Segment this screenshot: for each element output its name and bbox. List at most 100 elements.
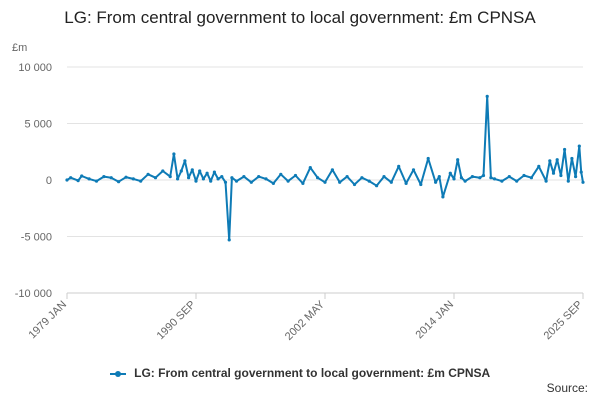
data-point (481, 173, 486, 178)
data-point (139, 179, 143, 183)
data-point (579, 170, 583, 174)
data-point (574, 175, 578, 179)
data-point (223, 180, 228, 184)
data-point (367, 179, 371, 183)
x-tick-label: 1979 JAN (26, 299, 69, 342)
data-point (198, 169, 202, 173)
x-tick-label: 2025 SEP (542, 299, 586, 343)
legend-series-marker-icon (109, 370, 126, 377)
data-point (577, 144, 581, 148)
data-point (492, 177, 497, 181)
data-point (338, 180, 342, 184)
data-point (146, 172, 150, 176)
y-tick-label: -10 000 (15, 288, 52, 300)
data-point (452, 177, 456, 181)
data-point (242, 175, 246, 179)
data-point (537, 164, 541, 168)
data-point (459, 176, 463, 180)
data-point (205, 171, 209, 175)
data-point (419, 182, 423, 187)
data-point (375, 184, 379, 188)
data-point (411, 168, 416, 172)
data-point (515, 179, 519, 183)
data-point (227, 238, 231, 242)
data-point (257, 175, 261, 179)
data-point (441, 195, 445, 199)
plot-area (65, 94, 585, 242)
data-point (271, 181, 275, 185)
data-point (426, 156, 430, 161)
data-point (131, 177, 135, 181)
x-tick-label: 1990 SEP (155, 299, 199, 343)
data-point (566, 179, 570, 183)
data-point (345, 175, 349, 179)
data-point (352, 182, 357, 187)
data-point (190, 168, 194, 172)
data-point (470, 175, 474, 179)
data-point (529, 176, 534, 180)
x-tick-label: 2002 MAY (283, 298, 328, 343)
data-point (360, 176, 364, 180)
data-point (563, 147, 567, 152)
data-point (316, 176, 320, 180)
data-point (172, 152, 176, 156)
data-point (161, 169, 165, 173)
data-point (434, 180, 438, 184)
data-point (230, 176, 234, 180)
data-point (176, 177, 180, 181)
data-point (216, 177, 220, 181)
data-point (201, 177, 205, 181)
data-point (286, 179, 290, 183)
data-point (551, 171, 556, 175)
y-tick-label: 0 (46, 175, 52, 187)
data-point (301, 181, 305, 185)
data-point (153, 176, 158, 180)
data-point (194, 179, 198, 183)
data-point (124, 175, 128, 179)
data-point (183, 159, 187, 163)
data-point (308, 166, 312, 170)
data-point (463, 179, 467, 183)
data-point (264, 177, 268, 181)
legend[interactable]: LG: From central government to local gov… (0, 366, 600, 380)
data-point (234, 179, 239, 183)
x-tick-label: 2014 JAN (413, 299, 456, 342)
data-point (249, 180, 253, 184)
data-point (570, 156, 574, 161)
data-point (489, 176, 493, 180)
data-point (293, 173, 298, 178)
data-point (102, 175, 106, 179)
data-point (548, 159, 552, 163)
data-point (187, 176, 191, 180)
data-point (279, 172, 283, 176)
data-point (389, 180, 393, 184)
data-point (478, 176, 482, 180)
y-tick-label: 10 000 (18, 62, 52, 74)
x-axis-ticks: 1979 JAN 1990 SEP 2002 MAY 2014 JAN 2025 SEP (26, 293, 585, 343)
data-point (87, 177, 91, 181)
data-point (179, 169, 183, 173)
data-point (330, 168, 334, 172)
data-point (522, 173, 526, 178)
data-point (168, 175, 172, 179)
y-tick-label: -5 000 (21, 232, 52, 244)
y-tick-label: 5 000 (24, 119, 52, 131)
data-point (456, 158, 460, 162)
data-point (404, 181, 408, 185)
y-axis-ticks: 10 000 5 000 0 -5 000 -10 000 (15, 62, 52, 300)
data-point (581, 180, 585, 184)
data-point (117, 180, 121, 184)
data-point (382, 175, 386, 179)
data-point (555, 158, 559, 162)
data-point (559, 173, 563, 178)
legend-series-label: LG: From central government to local gov… (134, 366, 491, 380)
data-point (212, 170, 216, 174)
data-point (397, 164, 401, 168)
data-point (109, 176, 113, 180)
data-point (437, 175, 441, 179)
data-point (76, 179, 80, 183)
data-point (69, 176, 73, 180)
chart-title: LG: From central government to local gov… (64, 8, 536, 27)
data-point (500, 179, 504, 183)
